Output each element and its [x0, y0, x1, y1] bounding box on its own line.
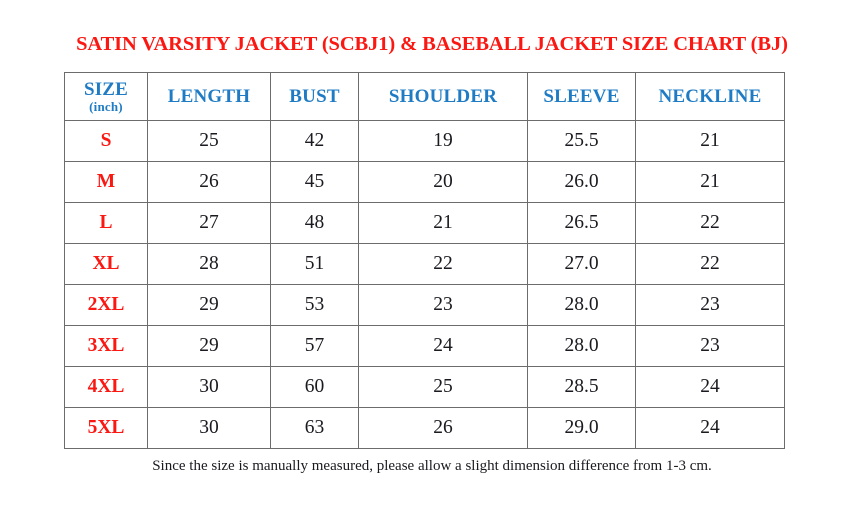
- cell-size: 4XL: [64, 366, 148, 408]
- cell-sleeve: 28.0: [527, 284, 636, 326]
- cell-length: 30: [147, 366, 271, 408]
- cell-bust: 63: [270, 407, 359, 449]
- cell-length: 25: [147, 120, 271, 162]
- cell-bust: 57: [270, 325, 359, 367]
- cell-size: 2XL: [64, 284, 148, 326]
- cell-shoulder: 20: [358, 161, 528, 203]
- column-header-length: LENGTH: [147, 72, 271, 121]
- cell-sleeve: 27.0: [527, 243, 636, 285]
- table-row: 4XL 30 60 25 28.5 24: [64, 366, 785, 408]
- cell-sleeve: 25.5: [527, 120, 636, 162]
- column-header-shoulder: SHOULDER: [358, 72, 528, 121]
- cell-size: M: [64, 161, 148, 203]
- cell-shoulder: 22: [358, 243, 528, 285]
- cell-length: 29: [147, 325, 271, 367]
- cell-bust: 48: [270, 202, 359, 244]
- column-header-bust: BUST: [270, 72, 359, 121]
- cell-size: XL: [64, 243, 148, 285]
- cell-shoulder: 26: [358, 407, 528, 449]
- cell-neckline: 23: [635, 325, 785, 367]
- cell-shoulder: 21: [358, 202, 528, 244]
- cell-shoulder: 24: [358, 325, 528, 367]
- cell-shoulder: 23: [358, 284, 528, 326]
- table-row: L 27 48 21 26.5 22: [64, 202, 785, 244]
- cell-sleeve: 26.5: [527, 202, 636, 244]
- page-title: SATIN VARSITY JACKET (SCBJ1) & BASEBALL …: [76, 33, 788, 55]
- cell-neckline: 22: [635, 202, 785, 244]
- cell-length: 29: [147, 284, 271, 326]
- column-header-neckline: NECKLINE: [635, 72, 785, 121]
- cell-bust: 53: [270, 284, 359, 326]
- cell-neckline: 24: [635, 366, 785, 408]
- cell-bust: 45: [270, 161, 359, 203]
- table-row: 3XL 29 57 24 28.0 23: [64, 325, 785, 367]
- cell-neckline: 21: [635, 161, 785, 203]
- cell-neckline: 22: [635, 243, 785, 285]
- column-header-size: SIZE (inch): [64, 72, 148, 121]
- table-row: 5XL 30 63 26 29.0 24: [64, 407, 785, 449]
- cell-neckline: 24: [635, 407, 785, 449]
- table-header-row: SIZE (inch) LENGTH BUST SHOULDER SLEEVE …: [64, 72, 785, 121]
- cell-sleeve: 28.0: [527, 325, 636, 367]
- cell-length: 30: [147, 407, 271, 449]
- table-header: SIZE (inch) LENGTH BUST SHOULDER SLEEVE …: [64, 72, 785, 121]
- cell-shoulder: 19: [358, 120, 528, 162]
- cell-length: 28: [147, 243, 271, 285]
- cell-size: S: [64, 120, 148, 162]
- cell-length: 27: [147, 202, 271, 244]
- cell-shoulder: 25: [358, 366, 528, 408]
- cell-length: 26: [147, 161, 271, 203]
- cell-bust: 60: [270, 366, 359, 408]
- cell-size: L: [64, 202, 148, 244]
- cell-sleeve: 28.5: [527, 366, 636, 408]
- table-row: XL 28 51 22 27.0 22: [64, 243, 785, 285]
- table-body: S 25 42 19 25.5 21 M 26 45 20 26.0 21 L …: [64, 120, 785, 449]
- column-header-sleeve: SLEEVE: [527, 72, 636, 121]
- table-row: S 25 42 19 25.5 21: [64, 120, 785, 162]
- size-chart-table: SIZE (inch) LENGTH BUST SHOULDER SLEEVE …: [64, 72, 785, 449]
- table-row: 2XL 29 53 23 28.0 23: [64, 284, 785, 326]
- column-header-size-unit: (inch): [89, 98, 123, 114]
- cell-bust: 42: [270, 120, 359, 162]
- cell-neckline: 21: [635, 120, 785, 162]
- cell-bust: 51: [270, 243, 359, 285]
- cell-neckline: 23: [635, 284, 785, 326]
- cell-sleeve: 29.0: [527, 407, 636, 449]
- cell-size: 3XL: [64, 325, 148, 367]
- cell-size: 5XL: [64, 407, 148, 449]
- column-header-size-label: SIZE: [83, 79, 129, 101]
- cell-sleeve: 26.0: [527, 161, 636, 203]
- table-row: M 26 45 20 26.0 21: [64, 161, 785, 203]
- measurement-disclaimer: Since the size is manually measured, ple…: [152, 458, 712, 474]
